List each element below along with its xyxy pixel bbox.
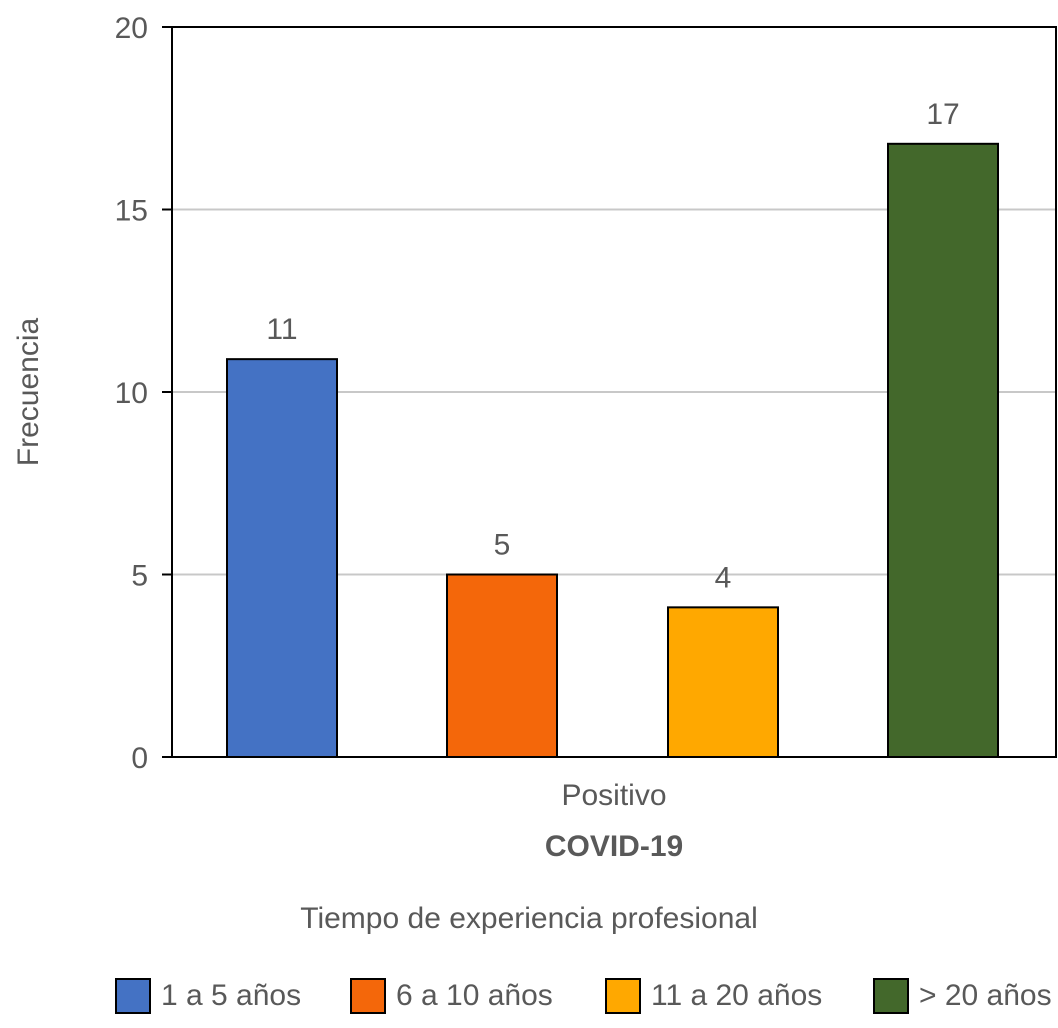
y-axis-ticks: 0 5 10 15 20	[115, 12, 172, 775]
bar	[446, 573, 558, 758]
legend-label: 1 a 5 años	[161, 979, 302, 1012]
legend-title: Tiempo de experiencia profesional	[300, 902, 758, 935]
bars	[226, 142, 999, 759]
bar	[887, 142, 999, 759]
legend-swatch	[115, 978, 151, 1014]
bar	[667, 606, 779, 758]
data-label: 5	[494, 529, 511, 562]
y-tick-label: 10	[115, 377, 148, 410]
y-tick-label: 5	[131, 560, 148, 593]
legend-label: 11 a 20 años	[651, 979, 823, 1012]
plot-frame	[171, 26, 1057, 758]
x-category-label: Positivo	[561, 779, 666, 812]
y-axis-title: Frecuencia	[12, 317, 45, 466]
legend-swatch	[605, 978, 641, 1014]
legend-item: > 20 años	[873, 978, 1052, 1014]
legend-label: > 20 años	[919, 979, 1052, 1012]
legend-swatch	[873, 978, 909, 1014]
bar	[226, 358, 338, 758]
legend-item: 6 a 10 años	[350, 978, 553, 1014]
data-labels: 11 5 4 17	[266, 98, 959, 595]
data-label: 4	[715, 561, 732, 594]
legend-item: 11 a 20 años	[605, 978, 822, 1014]
y-tick-label: 0	[131, 742, 148, 775]
legend-item: 1 a 5 años	[115, 978, 301, 1014]
data-label: 17	[926, 98, 959, 131]
y-tick-label: 20	[115, 12, 148, 45]
x-axis-title: COVID-19	[545, 830, 683, 863]
data-label: 11	[266, 313, 297, 346]
legend-swatch	[350, 978, 386, 1014]
legend: 1 a 5 años 6 a 10 años 11 a 20 años > 20 añ…	[0, 968, 1058, 1028]
bar-chart: 0 5 10 15 20 11 5 4 17 Frecuencia Positivo COVI…	[12, 12, 1057, 863]
legend-label: 6 a 10 años	[396, 979, 553, 1012]
y-tick-label: 15	[115, 195, 148, 228]
